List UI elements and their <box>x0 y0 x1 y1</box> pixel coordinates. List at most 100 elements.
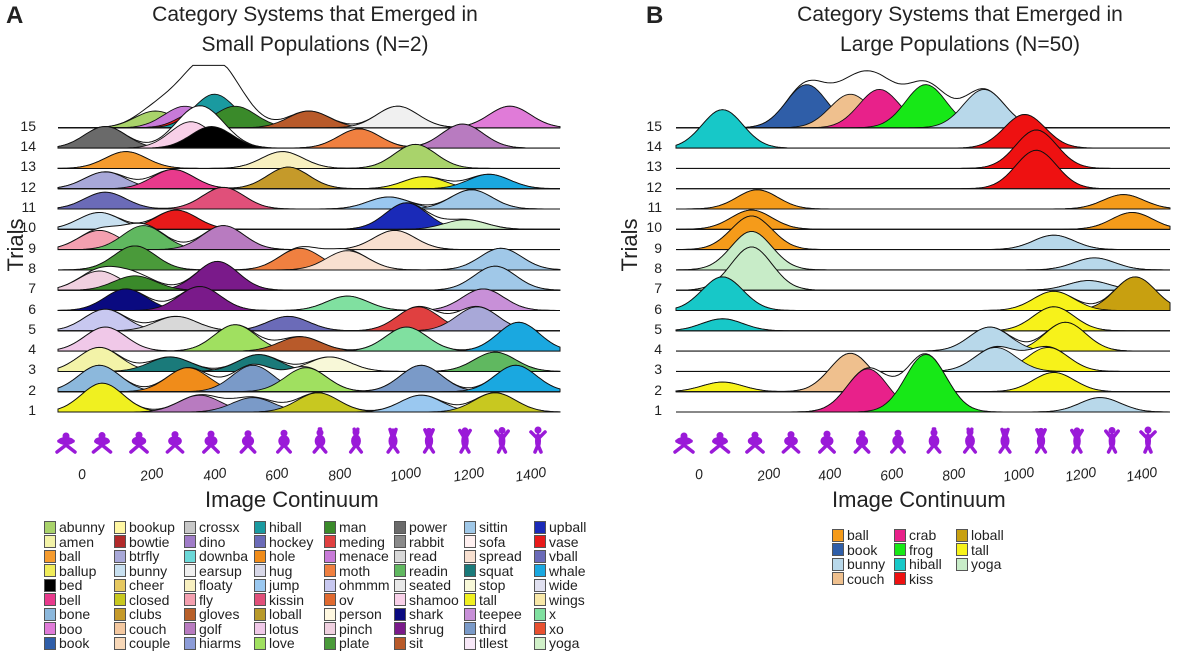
legend-column: loball tall yoga <box>956 528 1004 572</box>
trial-label: 11 <box>21 199 36 215</box>
legend-item: hockey <box>254 534 313 550</box>
legend-label: ball <box>847 527 869 543</box>
legend-item: crossx <box>184 520 248 535</box>
figure-glyph <box>1069 427 1084 454</box>
legend-swatch <box>114 607 126 621</box>
figure-glyph <box>817 430 836 454</box>
figure-glyph <box>275 429 292 454</box>
figure-glyph <box>239 430 256 454</box>
legend-item: yoga <box>956 557 1004 572</box>
legend-label: dino <box>199 533 226 550</box>
legend-item: meding <box>324 534 390 550</box>
legend-label: gloves <box>199 606 240 622</box>
legend-label: bowtie <box>129 533 170 550</box>
x-tick-label: 400 <box>201 464 228 484</box>
trial-label: 5 <box>654 320 662 337</box>
legend-column: power rabbit read readin seated shamoo shark sh… <box>394 520 459 651</box>
legend-swatch <box>254 535 266 549</box>
legend-column: upball vase vball whale wide wings x xo yoga <box>534 520 586 651</box>
legend-label: yoga <box>971 556 1002 572</box>
legend-item: couch <box>114 621 175 637</box>
figure-glyph <box>1034 427 1048 454</box>
legend-label: wide <box>549 577 578 593</box>
legend-label: cheer <box>129 577 165 593</box>
x-tick-label: 600 <box>878 464 905 484</box>
image-continuum-glyphs <box>600 422 1200 462</box>
ridge-row-5 <box>675 306 1170 332</box>
x-tick-label: 400 <box>817 464 843 484</box>
legend-item: btrfly <box>114 549 175 564</box>
legend-swatch <box>832 543 844 557</box>
legend-label: abunny <box>59 519 105 535</box>
legend-column: ball book bunny couch <box>832 528 885 586</box>
panel-letter: A <box>6 2 24 29</box>
legend-label: hiarms <box>199 635 242 651</box>
legend-label: vase <box>549 533 579 550</box>
ridge-row-12 <box>676 149 1170 190</box>
ridge-row-9 <box>675 215 1170 251</box>
legend-swatch <box>254 593 266 607</box>
legend-swatch <box>394 636 406 650</box>
legend-column: man meding menace moth ohmmm ov person pinch pla… <box>324 520 390 651</box>
legend-label: ohmmm <box>339 577 390 593</box>
trial-label: 6 <box>654 300 662 317</box>
legend-item: bowtie <box>114 533 175 550</box>
legend-swatch <box>254 520 266 534</box>
legend-item: xo <box>534 621 586 637</box>
trial-label: 10 <box>20 219 36 236</box>
legend-item: ov <box>324 592 390 608</box>
legend-item: shrug <box>394 621 459 637</box>
legend-item: ballup <box>44 563 105 579</box>
legend-swatch <box>44 636 56 650</box>
legend-item: power <box>394 520 459 535</box>
legend-swatch <box>534 607 546 621</box>
legend-swatch <box>44 578 56 592</box>
x-axis-label: Image Continuum <box>205 487 379 512</box>
legend-swatch <box>394 564 406 578</box>
legend-swatch <box>324 535 336 549</box>
legend-item: fly <box>184 592 248 608</box>
legend-item: x <box>534 607 586 622</box>
legend-item: spread <box>464 549 522 564</box>
legend-label: tllest <box>479 635 508 651</box>
legend-item: stop <box>464 578 522 593</box>
figure-glyph <box>422 427 436 454</box>
ridge-row-11 <box>676 189 1171 210</box>
x-tick-label: 800 <box>940 464 967 484</box>
legend-label: clubs <box>129 606 162 622</box>
legend-item: floaty <box>184 578 248 593</box>
x-tick-label: 1400 <box>514 463 548 485</box>
legend-label: rabbit <box>409 533 445 550</box>
trial-label: 15 <box>646 117 662 134</box>
legend-swatch <box>534 636 546 650</box>
legend-swatch <box>114 535 126 549</box>
legend-swatch <box>324 564 336 578</box>
legend-item: couch <box>832 571 885 587</box>
legend-item: hiball <box>254 520 313 535</box>
legend-label: bed <box>59 577 83 593</box>
legend-label: kissin <box>269 591 305 608</box>
legend-item: clubs <box>114 607 175 622</box>
legend-item: boo <box>44 620 105 637</box>
legend-label: moth <box>339 562 371 579</box>
figure-glyph <box>458 427 473 454</box>
legend-item: hole <box>254 549 313 564</box>
figure-glyph <box>312 427 328 454</box>
legend-label: plate <box>339 635 370 651</box>
legend-swatch <box>894 543 906 557</box>
legend-swatch <box>534 578 546 592</box>
legend-label: sit <box>409 635 423 651</box>
legend-item: bookup <box>114 520 175 535</box>
legend-item: pinch <box>324 620 390 637</box>
legend-swatch <box>534 535 546 549</box>
legend-label: closed <box>129 591 170 608</box>
trial-label: 14 <box>646 138 662 155</box>
legend-item: shark <box>394 607 459 622</box>
legend-swatch <box>894 528 906 542</box>
legend-label: boo <box>59 620 83 637</box>
legend-label: pinch <box>339 620 373 637</box>
legend-swatch <box>324 520 336 534</box>
legend-label: amen <box>59 533 95 550</box>
legend-swatch <box>894 572 906 586</box>
legend-label: couple <box>129 635 171 651</box>
